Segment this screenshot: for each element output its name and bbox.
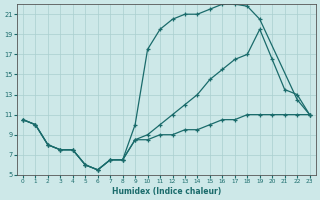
X-axis label: Humidex (Indice chaleur): Humidex (Indice chaleur) (112, 187, 221, 196)
